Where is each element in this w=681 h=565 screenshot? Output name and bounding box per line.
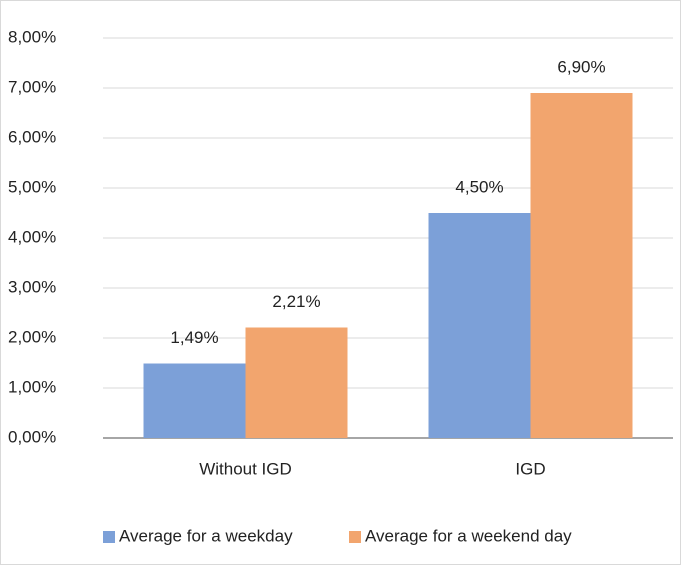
- value-label: 6,90%: [557, 57, 605, 76]
- bar: [143, 363, 246, 438]
- y-tick-label: 2,00%: [8, 327, 56, 346]
- legend-label: Average for a weekday: [119, 526, 293, 545]
- bar: [428, 213, 531, 438]
- y-tick-label: 0,00%: [8, 427, 56, 446]
- x-tick-label: IGD: [515, 459, 545, 478]
- y-tick-label: 3,00%: [8, 277, 56, 296]
- value-label: 2,21%: [272, 292, 320, 311]
- bar: [245, 327, 348, 438]
- bar: [530, 93, 633, 438]
- y-tick-label: 8,00%: [8, 27, 56, 46]
- y-tick-label: 7,00%: [8, 77, 56, 96]
- legend-swatch: [103, 531, 115, 543]
- legend-label: Average for a weekend day: [365, 526, 572, 545]
- value-label: 4,50%: [455, 177, 503, 196]
- y-tick-label: 1,00%: [8, 377, 56, 396]
- legend-swatch: [349, 531, 361, 543]
- y-tick-label: 5,00%: [8, 177, 56, 196]
- x-tick-label: Without IGD: [199, 459, 292, 478]
- y-tick-label: 4,00%: [8, 227, 56, 246]
- value-label: 1,49%: [170, 328, 218, 347]
- y-tick-label: 6,00%: [8, 127, 56, 146]
